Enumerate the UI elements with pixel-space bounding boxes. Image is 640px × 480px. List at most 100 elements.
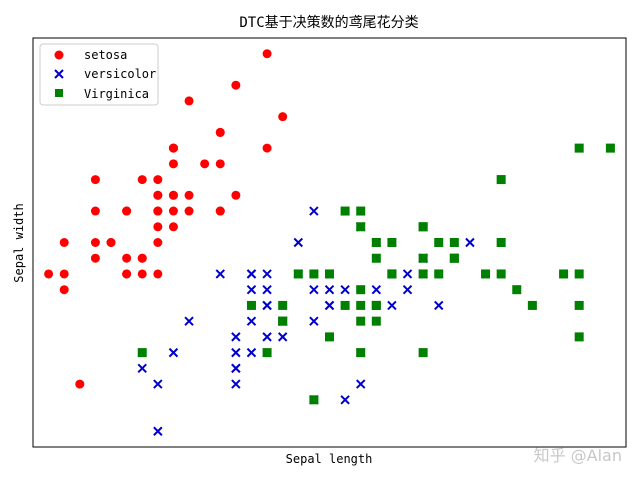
- legend-marker-virginica: [55, 89, 63, 97]
- point-virginica-31: [605, 143, 615, 153]
- point-virginica-38: [309, 269, 319, 279]
- point-virginica-34: [325, 332, 334, 342]
- point-virginica-9: [496, 175, 506, 185]
- point-setosa-32: [184, 96, 194, 106]
- point-versicolor-18: [340, 395, 350, 405]
- point-virginica-18: [574, 332, 584, 342]
- point-setosa-6: [90, 206, 100, 216]
- point-virginica-19: [309, 395, 319, 405]
- point-versicolor-44: [246, 316, 257, 326]
- point-versicolor-23: [324, 300, 335, 311]
- point-versicolor-38: [246, 269, 257, 279]
- point-versicolor-3: [231, 379, 241, 389]
- point-virginica-23: [356, 316, 366, 326]
- point-virginica-20: [449, 238, 459, 247]
- chart-title: DTC基于决策数的鸢尾花分类: [239, 14, 418, 31]
- point-virginica-10: [387, 238, 397, 247]
- point-setosa-34: [137, 253, 147, 263]
- point-virginica-49: [293, 269, 303, 279]
- point-virginica-12: [434, 269, 444, 279]
- point-setosa-16: [215, 127, 225, 137]
- point-setosa-37: [137, 175, 147, 185]
- point-setosa-10: [215, 159, 225, 169]
- point-setosa-14: [278, 112, 288, 122]
- point-versicolor-42: [277, 332, 288, 342]
- point-setosa-38: [59, 269, 69, 279]
- watermark-text: 知乎 @Alan: [534, 446, 622, 465]
- point-virginica-32: [371, 300, 381, 310]
- point-versicolor-31: [231, 363, 241, 374]
- point-versicolor-33: [309, 316, 319, 326]
- point-virginica-8: [418, 348, 428, 358]
- point-versicolor-13: [324, 284, 335, 295]
- point-virginica-35: [574, 269, 584, 279]
- point-setosa-39: [168, 206, 178, 216]
- point-virginica-21: [246, 300, 256, 310]
- point-setosa-25: [153, 269, 163, 279]
- point-virginica-30: [527, 300, 537, 310]
- point-versicolor-20: [293, 237, 303, 248]
- point-versicolor-10: [153, 426, 163, 436]
- point-setosa-31: [215, 206, 225, 216]
- point-versicolor-9: [184, 316, 194, 326]
- point-virginica-7: [512, 285, 522, 295]
- legend-label-setosa: setosa: [84, 48, 127, 62]
- point-virginica-17: [574, 143, 584, 153]
- point-versicolor-8: [402, 284, 413, 295]
- point-virginica-44: [418, 222, 428, 232]
- point-setosa-27: [184, 190, 194, 200]
- point-virginica-48: [340, 206, 350, 216]
- point-virginica-29: [496, 269, 506, 279]
- point-versicolor-29: [262, 332, 272, 342]
- point-virginica-0: [356, 222, 366, 232]
- plot-area-frame: [32, 37, 627, 448]
- point-setosa-28: [184, 206, 194, 216]
- point-setosa-3: [90, 253, 100, 263]
- point-virginica-40: [418, 253, 428, 263]
- point-setosa-4: [153, 175, 163, 185]
- point-virginica-15: [371, 238, 381, 247]
- point-setosa-33: [231, 80, 241, 90]
- point-setosa-18: [262, 143, 272, 153]
- point-setosa-22: [90, 175, 100, 185]
- point-setosa-30: [122, 253, 132, 263]
- point-virginica-22: [574, 300, 584, 310]
- point-versicolor-4: [387, 300, 397, 311]
- series-virginica: [137, 143, 615, 405]
- point-versicolor-19: [246, 347, 257, 358]
- point-versicolor-47: [340, 284, 350, 295]
- point-versicolor-48: [168, 347, 179, 358]
- point-setosa-17: [168, 190, 178, 200]
- legend-marker-versicolor: [54, 69, 64, 79]
- point-setosa-49: [153, 222, 163, 232]
- y-axis-label: Sepal width: [12, 203, 26, 282]
- point-setosa-36: [231, 190, 241, 200]
- point-versicolor-14: [246, 284, 257, 295]
- point-setosa-35: [153, 238, 163, 247]
- point-setosa-24: [122, 206, 132, 216]
- point-versicolor-0: [465, 237, 475, 248]
- point-virginica-45: [418, 269, 428, 279]
- point-virginica-27: [325, 269, 334, 279]
- point-setosa-46: [168, 143, 178, 153]
- point-setosa-47: [90, 238, 100, 247]
- point-versicolor-46: [262, 284, 272, 295]
- point-virginica-33: [356, 300, 366, 310]
- point-setosa-21: [168, 159, 178, 169]
- x-axis-label: Sepal length: [286, 452, 373, 466]
- point-virginica-41: [449, 253, 459, 263]
- point-virginica-25: [496, 238, 506, 247]
- point-setosa-23: [168, 222, 178, 232]
- point-versicolor-24: [371, 284, 382, 295]
- series-setosa: [44, 49, 288, 389]
- point-virginica-43: [434, 238, 444, 247]
- point-virginica-47: [387, 269, 397, 279]
- point-setosa-15: [262, 49, 272, 59]
- legend-box: [39, 43, 159, 106]
- point-versicolor-26: [434, 300, 444, 311]
- point-setosa-13: [44, 269, 54, 279]
- point-versicolor-7: [137, 363, 147, 374]
- point-versicolor-49: [262, 300, 272, 311]
